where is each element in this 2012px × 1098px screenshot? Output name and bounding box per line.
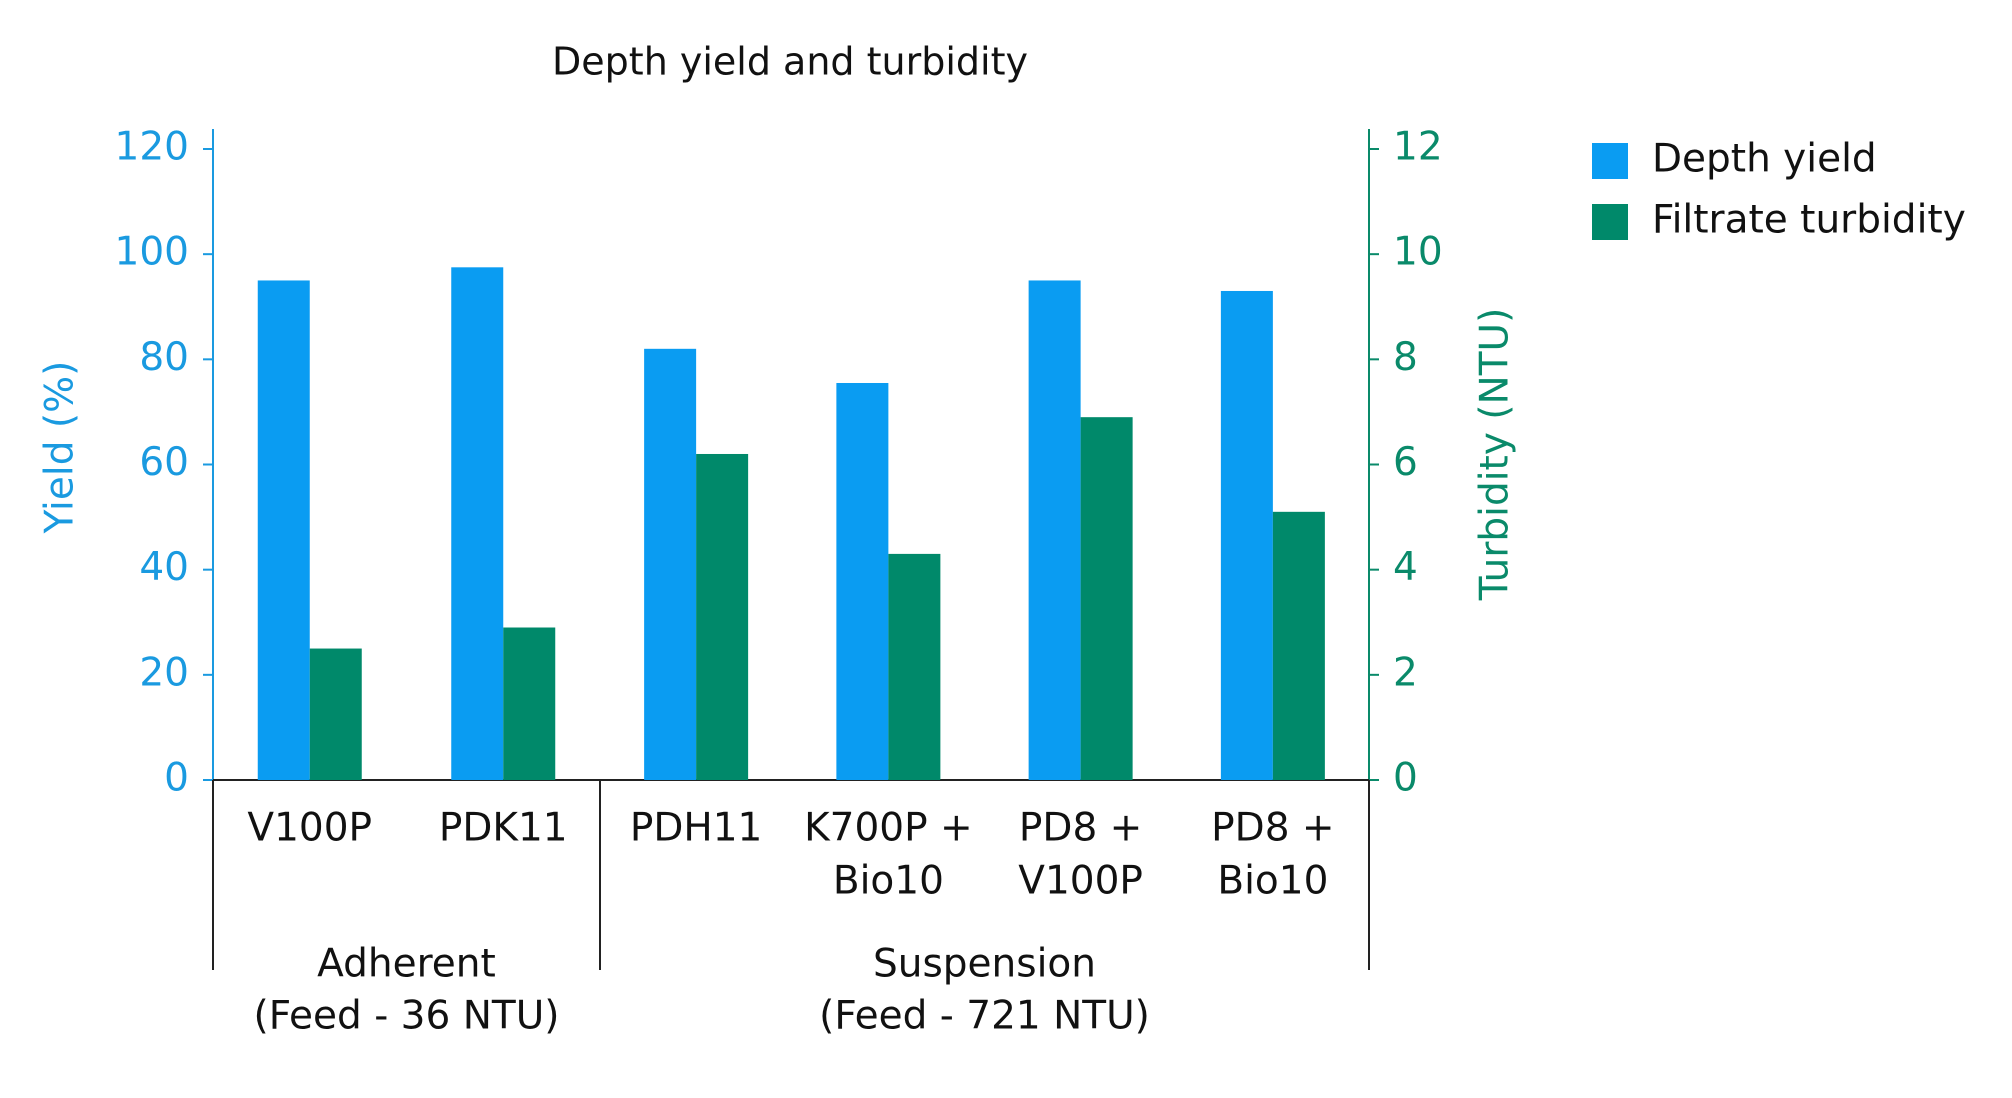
y2-tick-label: 0 <box>1393 756 1418 801</box>
bar <box>1080 417 1133 780</box>
x-tick-label: PDH11 <box>630 806 763 851</box>
bar <box>888 553 941 780</box>
x-tick-label: Bio10 <box>1217 859 1328 904</box>
group-label: Suspension <box>873 942 1096 987</box>
bar <box>309 648 362 780</box>
y2-tick-label: 6 <box>1393 440 1418 485</box>
x-tick-label: Bio10 <box>833 859 944 904</box>
y-tick-label: 40 <box>139 545 189 590</box>
y-tick-label: 100 <box>115 230 189 275</box>
y-tick-label: 80 <box>139 335 189 380</box>
x-tick-label: PD8 + <box>1019 806 1142 851</box>
bar <box>257 280 310 780</box>
bar <box>1028 280 1081 780</box>
y-tick-label: 0 <box>164 756 189 801</box>
bar <box>836 382 889 780</box>
bar <box>503 627 556 780</box>
legend-swatch <box>1592 204 1628 240</box>
y-tick-label: 60 <box>139 440 189 485</box>
legend-label: Filtrate turbidity <box>1652 198 1966 243</box>
x-tick-label: K700P + <box>804 806 973 851</box>
group-label: Adherent <box>317 942 496 987</box>
bar <box>1272 511 1325 780</box>
y2-tick-label: 12 <box>1393 125 1443 170</box>
bar <box>696 453 749 780</box>
legend-swatch <box>1592 143 1628 179</box>
bar <box>451 267 504 780</box>
legend-label: Depth yield <box>1652 137 1877 182</box>
y2-tick-label: 2 <box>1393 650 1418 695</box>
bar <box>1220 290 1273 780</box>
x-tick-label: PDK11 <box>439 806 568 851</box>
y-tick-label: 20 <box>139 650 189 695</box>
x-tick-label: V100P <box>247 806 372 851</box>
x-tick-label: PD8 + <box>1211 806 1334 851</box>
y2-axis-title: Turbidity (NTU) <box>1473 308 1518 602</box>
x-tick-label: V100P <box>1018 859 1143 904</box>
y2-tick-label: 10 <box>1393 230 1443 275</box>
group-label: (Feed - 36 NTU) <box>254 994 560 1039</box>
group-label: (Feed - 721 NTU) <box>819 994 1150 1039</box>
y2-tick-label: 8 <box>1393 335 1418 380</box>
y-axis-title: Yield (%) <box>38 361 83 535</box>
y2-tick-label: 4 <box>1393 545 1418 590</box>
y-tick-label: 120 <box>115 125 189 170</box>
chart-title: Depth yield and turbidity <box>552 40 1028 84</box>
bar <box>644 348 697 780</box>
